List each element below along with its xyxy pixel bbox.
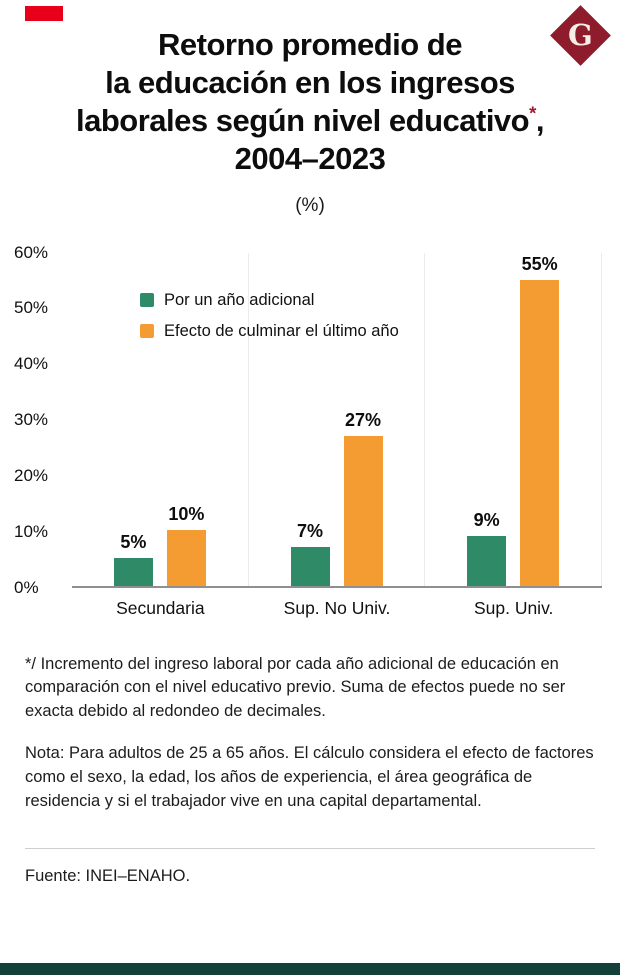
x-axis-labels: Secundaria Sup. No Univ. Sup. Univ. [72, 598, 602, 619]
y-axis: 60% 50% 40% 30% 20% 10% 0% [14, 243, 72, 597]
divider-line [25, 848, 595, 850]
bar [113, 557, 153, 586]
y-tick-label: 60% [14, 242, 49, 262]
chart-legend: Por un año adicional Efecto de culminar e… [140, 291, 399, 341]
bar-value-label: 27% [344, 409, 382, 430]
bar-with-label: 27% [343, 253, 383, 586]
bar-chart: 60% 50% 40% 30% 20% 10% 0% Por un año adiciona… [14, 243, 603, 619]
y-tick-label: 30% [14, 410, 49, 429]
bar-with-label: 10% [166, 253, 206, 586]
source-line: Fuente: INEI–ENAHO. [25, 867, 191, 886]
brand-logo-letter: G [568, 18, 593, 52]
legend-swatch [140, 324, 154, 338]
x-category-label: Sup. No Univ. [283, 597, 391, 618]
bar-with-label: 7% [290, 253, 330, 586]
bar [343, 435, 383, 586]
title-line-3: laborales según nivel educativo [76, 103, 530, 139]
legend-entry: Efecto de culminar el último año [140, 322, 399, 341]
plot-area: Por un año adicional Efecto de culminar e… [72, 252, 603, 588]
bar-value-label: 10% [168, 504, 205, 524]
x-category-label: Sup. Univ. [473, 597, 554, 618]
footnote-definition: */ Incremento del ingreso laboral por ca… [25, 654, 566, 721]
bar-value-label: 5% [120, 531, 147, 552]
bar [467, 535, 507, 586]
x-category-label: Secundaria [116, 597, 205, 618]
legend-label: Por un año adicional [164, 290, 315, 309]
footnote-note: Nota: Para adultos de 25 a 65 años. El c… [25, 744, 594, 811]
bar [290, 546, 330, 586]
bar-group: 7% 27% [249, 252, 426, 586]
bar-value-label: 9% [473, 509, 500, 530]
x-axis: Secundaria Sup. No Univ. Sup. Univ. [14, 598, 602, 619]
bar-with-label: 9% [467, 253, 507, 586]
footnotes: */ Incremento del ingreso laboral por ca… [25, 653, 595, 815]
bar-group: 5% 10% [72, 252, 249, 586]
y-tick-label: 20% [14, 465, 49, 485]
bar-value-label: 7% [296, 520, 323, 541]
title-line-1: Retorno promedio de [158, 27, 462, 62]
legend-label: Efecto de culminar el último año [164, 321, 399, 340]
x-axis-spacer [14, 598, 72, 619]
footer-bar [0, 963, 620, 975]
y-tick-label: 10% [14, 521, 49, 541]
title-line-3-suffix: , [535, 103, 545, 139]
chart-subtitle: (%) [295, 194, 325, 216]
title-line-4: 2004–2023 [234, 141, 386, 177]
y-tick-label: 50% [14, 298, 49, 318]
bar-with-label: 55% [520, 253, 560, 586]
title-line-2: la educación en los ingresos [105, 65, 515, 101]
bar-group: 9% 55% [425, 252, 603, 586]
bar-with-label: 5% [113, 253, 153, 586]
bar [166, 530, 206, 586]
bar [520, 280, 560, 586]
bar-value-label: 55% [521, 254, 558, 275]
y-tick-label: 0% [14, 577, 39, 597]
legend-swatch [140, 293, 154, 307]
y-tick-label: 40% [14, 354, 49, 374]
brand-red-tab [25, 6, 63, 21]
page-title: Retorno promedio de la educación en los … [0, 26, 620, 179]
legend-entry: Por un año adicional [140, 291, 399, 310]
title-asterisk: * [529, 102, 536, 124]
